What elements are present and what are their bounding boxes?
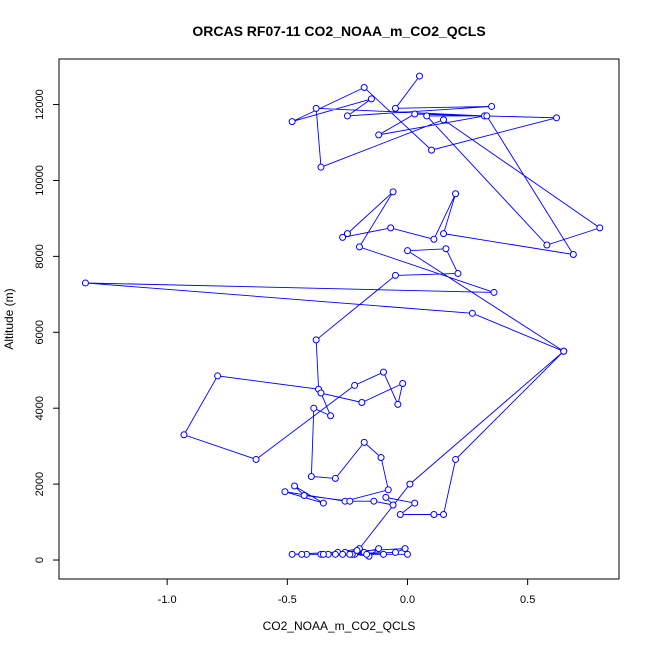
data-point <box>360 83 368 91</box>
data-point <box>379 368 387 376</box>
data-point <box>353 547 361 555</box>
data-point <box>394 400 402 408</box>
data-point <box>288 118 296 126</box>
data-point <box>343 230 351 238</box>
series-layer <box>81 72 604 560</box>
data-point <box>307 473 315 481</box>
data-point <box>454 269 462 277</box>
data-point <box>377 454 385 462</box>
data-point <box>411 110 419 118</box>
data-point <box>569 250 577 258</box>
y-tick-label: 0 <box>34 557 46 563</box>
data-point <box>391 271 399 279</box>
data-point <box>490 288 498 296</box>
data-point <box>401 545 409 553</box>
data-point <box>560 347 568 355</box>
data-point <box>391 548 399 556</box>
data-point <box>403 550 411 558</box>
data-point <box>331 474 339 482</box>
data-point <box>428 146 436 154</box>
data-point <box>343 112 351 120</box>
data-point <box>346 497 354 505</box>
data-point <box>180 431 188 439</box>
data-point <box>543 241 551 249</box>
data-point <box>288 550 296 558</box>
data-point <box>300 491 308 499</box>
y-axis-label: Altitude (m) <box>2 288 16 349</box>
data-point <box>339 233 347 241</box>
data-point <box>384 486 392 494</box>
data-point <box>319 550 327 558</box>
data-point <box>214 372 222 380</box>
data-point <box>391 104 399 112</box>
data-point <box>406 480 414 488</box>
data-point <box>389 501 397 509</box>
data-point <box>596 224 604 232</box>
data-point <box>396 510 404 518</box>
data-point <box>382 493 390 501</box>
data-point <box>319 499 327 507</box>
x-tick-label: -0.5 <box>278 594 297 606</box>
data-point <box>351 381 359 389</box>
data-point <box>483 112 491 120</box>
data-point <box>389 188 397 196</box>
data-point <box>363 550 371 558</box>
data-point <box>399 380 407 388</box>
data-point <box>379 550 387 558</box>
data-point <box>327 412 335 420</box>
x-tick-label: -1.0 <box>158 594 177 606</box>
data-point <box>355 243 363 251</box>
data-point <box>452 190 460 198</box>
data-point <box>252 455 260 463</box>
x-axis: -1.0 -0.5 0.0 0.5 <box>158 578 535 606</box>
x-axis-label: CO2_NOAA_m_CO2_QCLS <box>263 619 416 633</box>
data-point <box>312 104 320 112</box>
data-point <box>370 497 378 505</box>
data-point <box>411 499 419 507</box>
data-point <box>468 309 476 317</box>
data-point <box>488 102 496 110</box>
data-point <box>440 510 448 518</box>
data-point <box>358 399 366 407</box>
data-point <box>442 245 450 253</box>
data-point <box>312 336 320 344</box>
data-point <box>375 131 383 139</box>
data-point <box>281 488 289 496</box>
y-tick-label: 10000 <box>34 165 46 196</box>
plot-frame <box>58 58 620 580</box>
y-tick-label: 2000 <box>34 472 46 496</box>
data-point <box>291 482 299 490</box>
y-axis: 0 2000 4000 6000 8000 10000 12000 <box>34 89 60 563</box>
data-point <box>452 455 460 463</box>
y-tick-label: 6000 <box>34 320 46 344</box>
data-point <box>387 224 395 232</box>
y-tick-label: 8000 <box>34 244 46 268</box>
data-point <box>317 389 325 397</box>
data-point <box>81 279 89 287</box>
x-tick-label: 0.5 <box>520 594 535 606</box>
data-point <box>440 230 448 238</box>
data-point <box>440 116 448 124</box>
data-point <box>367 95 375 103</box>
data-point <box>416 72 424 80</box>
y-tick-label: 12000 <box>34 89 46 120</box>
x-tick-label: 0.0 <box>400 594 415 606</box>
data-point <box>375 545 383 553</box>
data-point <box>430 510 438 518</box>
data-point <box>298 550 306 558</box>
data-point <box>553 114 561 122</box>
data-point <box>346 550 354 558</box>
data-point <box>430 235 438 243</box>
data-point <box>403 247 411 255</box>
data-point <box>331 550 339 558</box>
data-point <box>317 163 325 171</box>
series-line <box>85 75 601 557</box>
data-point <box>423 112 431 120</box>
data-point <box>310 404 318 412</box>
data-point <box>339 550 347 558</box>
chart-title: ORCAS RF07-11 CO2_NOAA_m_CO2_QCLS <box>192 23 485 39</box>
data-point <box>360 438 368 446</box>
y-tick-label: 4000 <box>34 396 46 420</box>
